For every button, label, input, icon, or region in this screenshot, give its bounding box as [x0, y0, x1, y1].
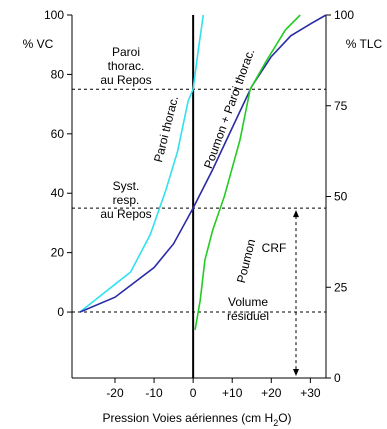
y-tick-label: 20: [51, 246, 65, 260]
curve: [79, 14, 205, 313]
x-axis-label: Pression Voies aériennes (cm H2O): [102, 411, 291, 428]
y2-tick-label: 25: [334, 280, 348, 294]
y-tick-label: 60: [51, 127, 65, 141]
arrow-head: [293, 369, 299, 376]
x-tick-label: -20: [106, 386, 124, 400]
x-tick-label: -10: [145, 386, 163, 400]
x-axis-label-sub: 2: [273, 418, 278, 428]
annotation: Paroi: [112, 45, 140, 59]
y2-tick-label: 100: [334, 8, 354, 22]
annotation: thorac.: [108, 59, 145, 73]
annotation: resp.: [113, 193, 140, 207]
y2-tick-label: 0: [334, 371, 341, 385]
y2-tick-label: 50: [334, 190, 348, 204]
annotation: Syst.: [113, 179, 140, 193]
series-label: Poumon + Paroi thorac.: [201, 47, 257, 171]
y-tick-label: 0: [57, 305, 64, 319]
annotation: Volume: [228, 295, 268, 309]
x-tick-label: +10: [222, 386, 243, 400]
series-label: Poumon: [234, 238, 258, 285]
y2-tick-label: 75: [334, 99, 348, 113]
curve: [194, 14, 301, 331]
x-tick-label: +20: [261, 386, 282, 400]
x-axis-label-part: Pression Voies aériennes (cm H: [102, 411, 273, 425]
x-tick-label: +30: [300, 386, 321, 400]
annotation: au Repos: [100, 73, 151, 87]
annotation: au Repos: [100, 207, 151, 221]
curve: [79, 14, 327, 313]
y-tick-label: 40: [51, 186, 65, 200]
annotation: résiduel: [227, 309, 269, 323]
annotation: CRF: [262, 241, 287, 255]
arrow-head: [293, 210, 299, 218]
y2-axis-label: % TLC: [346, 37, 383, 51]
y-tick-label: 80: [51, 67, 65, 81]
x-axis-label-part: O): [278, 411, 291, 425]
y-axis-label: % VC: [23, 37, 54, 51]
x-tick-label: 0: [190, 386, 197, 400]
y-tick-label: 100: [44, 8, 64, 22]
